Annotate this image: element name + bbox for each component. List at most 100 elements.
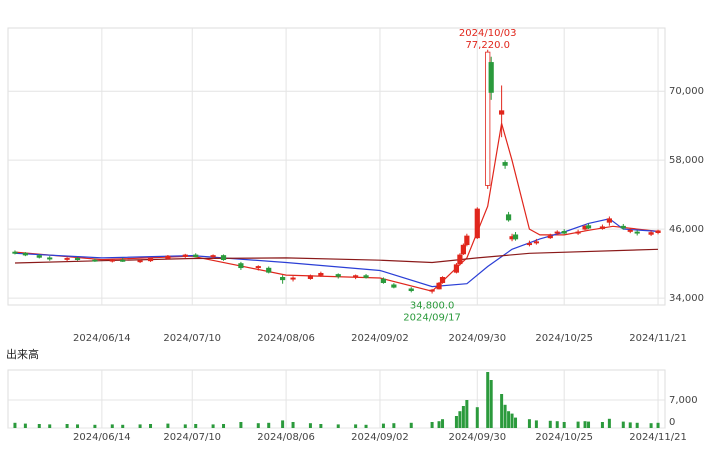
candle-body: [353, 275, 359, 278]
y-tick-label: 46,000: [669, 224, 704, 235]
volume-bar: [437, 421, 441, 428]
volume-bar: [534, 420, 538, 428]
candle-body: [460, 244, 466, 255]
volume-bar: [486, 372, 490, 428]
volume-bar: [555, 421, 559, 428]
volume-bar: [37, 424, 41, 428]
candle-body: [547, 235, 553, 239]
moving-average-line: [14, 248, 659, 264]
volume-bar: [430, 422, 434, 428]
y-tick-label: 7,000: [669, 395, 698, 406]
volume-bar: [267, 422, 271, 428]
x-tick-label: 2024/09/30: [448, 432, 506, 443]
x-tick-label: 2024/07/10: [163, 432, 221, 443]
x-tick-label: 2024/07/10: [163, 333, 221, 344]
volume-bar: [454, 416, 458, 428]
x-tick-label: 2024/11/21: [629, 432, 687, 443]
candle-body: [165, 255, 171, 259]
x-tick-label: 2024/10/25: [535, 333, 593, 344]
annotation-value: 77,220.0: [465, 40, 510, 51]
volume-bar: [194, 424, 198, 428]
volume-bar: [23, 423, 27, 428]
candle-body: [22, 252, 28, 256]
volume-bar: [600, 422, 604, 428]
candle-body: [457, 254, 463, 265]
candle-body: [655, 230, 661, 233]
volume-bar: [562, 422, 566, 428]
x-tick-label: 2024/11/21: [629, 333, 687, 344]
volume-bar: [656, 422, 660, 428]
candle-body: [64, 258, 70, 260]
annotation-value: 34,800.0: [410, 301, 455, 312]
x-tick-label: 2024/08/06: [257, 432, 315, 443]
volume-bar: [381, 423, 385, 428]
volume-bar: [507, 411, 511, 428]
volume-bar: [475, 407, 479, 428]
volume-bar: [607, 418, 611, 428]
volume-bar: [291, 422, 295, 428]
x-tick-label: 2024/06/14: [73, 333, 131, 344]
volume-bar: [281, 420, 285, 428]
volume-bar: [222, 424, 226, 428]
volume-bar: [166, 423, 170, 428]
volume-bar: [500, 394, 504, 428]
volume-bar: [121, 424, 125, 428]
candle-body: [307, 275, 314, 279]
candle-body: [92, 259, 98, 262]
candle-body: [109, 259, 115, 262]
volume-bar: [364, 424, 368, 428]
x-tick-label: 2024/08/06: [257, 333, 315, 344]
candle-body: [335, 274, 341, 277]
candle-body: [74, 258, 81, 260]
y-tick-label: 0: [669, 417, 675, 428]
candle-body: [453, 264, 460, 273]
candle-body: [436, 282, 442, 290]
candle-body: [429, 289, 435, 292]
volume-bar: [110, 424, 114, 428]
candle-body: [137, 260, 143, 263]
volume-bar: [514, 417, 518, 428]
candle-body: [408, 288, 414, 292]
candle-body: [12, 251, 18, 254]
candle-body: [318, 272, 324, 276]
candle-body: [439, 277, 446, 283]
candle-body: [36, 255, 42, 258]
candle-body: [648, 232, 654, 235]
volume-bar: [48, 424, 52, 428]
volume-bar: [239, 422, 243, 428]
volume-bar: [13, 422, 17, 428]
candle-body: [585, 225, 592, 229]
volume-bar: [409, 422, 413, 428]
candle-body: [210, 255, 216, 258]
volume-bar: [635, 422, 639, 428]
candle-body: [634, 231, 640, 234]
candle-body: [255, 266, 261, 269]
volume-bar: [256, 423, 260, 428]
candle-body: [391, 284, 397, 288]
volume-bar: [489, 380, 493, 428]
candle-body: [561, 231, 567, 234]
volume-bar: [354, 424, 358, 428]
candle-body: [526, 243, 533, 246]
candle-body: [533, 241, 539, 244]
volume-bar: [183, 424, 187, 428]
x-tick-label: 2024/09/02: [351, 333, 409, 344]
volume-bar: [527, 419, 531, 428]
candle-body: [499, 110, 505, 115]
candle-body: [266, 267, 272, 273]
candle-body: [512, 234, 519, 240]
candle-body: [599, 226, 606, 229]
volume-bar: [319, 424, 323, 428]
candle-body: [502, 162, 508, 166]
candle-body: [505, 214, 512, 221]
candle-body: [47, 257, 53, 260]
volume-bar: [621, 421, 625, 428]
volume-bar: [510, 413, 514, 428]
volume-bar: [211, 424, 215, 428]
candle-body: [147, 258, 154, 262]
volume-bar: [458, 411, 462, 428]
main-frame: [7, 27, 666, 306]
x-tick-label: 2024/06/14: [73, 432, 131, 443]
volume-bar: [576, 421, 580, 428]
